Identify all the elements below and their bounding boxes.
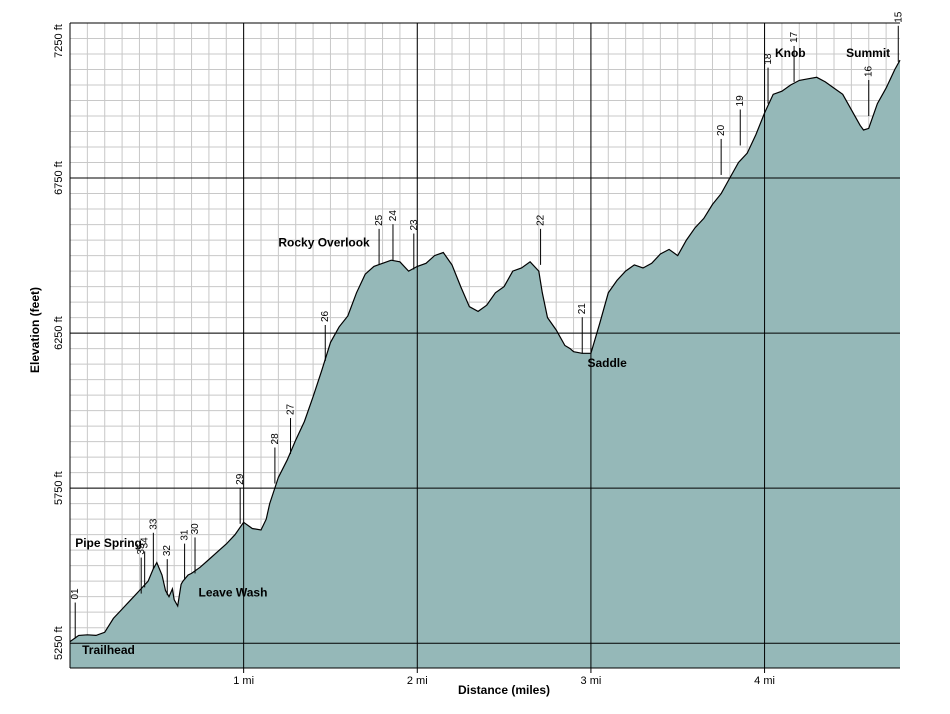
x-tick-label: 1 mi <box>233 675 254 687</box>
waypoint-label: 29 <box>235 473 246 485</box>
waypoint-label: 17 <box>789 31 800 43</box>
x-tick-label: 3 mi <box>581 675 602 687</box>
elevation-area <box>69 59 901 668</box>
x-tick-label: 2 mi <box>407 675 428 687</box>
waypoint-label: 34 <box>140 537 151 549</box>
y-tick-label: 5250 ft <box>53 626 65 660</box>
waypoint-marker: 16 <box>864 65 875 117</box>
place-label: Pipe Spring <box>75 536 142 550</box>
elevation-line <box>69 59 901 643</box>
waypoint-marker: 01 <box>70 588 81 639</box>
waypoint-marker: 21 <box>577 303 588 354</box>
y-tick-label: 6750 ft <box>53 161 65 195</box>
waypoint-marker: 25 <box>374 214 385 265</box>
y-axis-ticks: 5250 ft 5750 ft 6250 ft 6750 ft 7250 ft <box>53 24 65 660</box>
waypoint-marker: 15 <box>893 11 904 62</box>
waypoint-label: 01 <box>70 588 81 600</box>
place-label: Leave Wash <box>198 586 267 600</box>
waypoint-marker: 18 <box>763 53 774 104</box>
waypoint-marker: 19 <box>735 95 746 146</box>
place-label: Trailhead <box>82 643 135 657</box>
waypoint-label: 31 <box>180 529 191 541</box>
y-tick-label: 5750 ft <box>53 471 65 505</box>
waypoint-label: 19 <box>735 95 746 107</box>
waypoint-marker: 27 <box>286 403 297 455</box>
waypoint-label: 35 <box>136 543 147 555</box>
waypoint-marker: 34 <box>140 537 151 588</box>
place-label: Rocky Overlook <box>278 235 370 249</box>
waypoint-marker: 33 <box>148 518 159 569</box>
x-axis-title: Distance (miles) <box>458 683 550 697</box>
y-axis-title: Elevation (feet) <box>28 287 42 373</box>
waypoint-marker: 32 <box>162 545 173 596</box>
waypoint-marker: 17 <box>789 31 800 82</box>
waypoint-label: 15 <box>893 11 904 23</box>
place-label: Saddle <box>587 356 627 370</box>
waypoint-label: 30 <box>190 523 201 535</box>
waypoint-label: 22 <box>536 214 547 226</box>
y-tick-label: 6250 ft <box>53 316 65 350</box>
waypoint-marker: 29 <box>235 473 246 524</box>
waypoint-marker: 35 <box>136 543 147 594</box>
x-tick-label: 4 mi <box>754 675 775 687</box>
waypoint-label: 20 <box>716 124 727 136</box>
y-tick-label: 7250 ft <box>53 24 65 58</box>
waypoint-label: 23 <box>409 219 420 231</box>
waypoint-label: 33 <box>148 518 159 530</box>
elevation-fill <box>70 60 900 668</box>
waypoint-label: 16 <box>864 65 875 77</box>
waypoint-label: 21 <box>577 303 588 315</box>
waypoint-marker: 26 <box>320 310 331 362</box>
waypoint-label: 18 <box>763 53 774 65</box>
waypoint-marker: 22 <box>536 214 547 265</box>
waypoint-label: 28 <box>270 433 281 445</box>
waypoint-label: 24 <box>388 210 399 222</box>
waypoint-marker: 20 <box>716 124 727 175</box>
waypoint-marker: 24 <box>388 210 399 261</box>
plot-frame <box>69 23 900 669</box>
waypoint-label: 26 <box>320 310 331 322</box>
waypoint-marker: 23 <box>409 219 420 270</box>
major-grid <box>70 22 900 668</box>
waypoint-marker: 30 <box>190 523 201 574</box>
place-label: Knob <box>775 46 806 60</box>
place-label: Summit <box>846 46 890 60</box>
waypoint-label: 32 <box>162 545 173 557</box>
waypoint-label: 27 <box>286 403 297 415</box>
x-axis-ticks: 1 mi 2 mi 3 mi 4 mi <box>233 668 775 687</box>
waypoint-marker: 28 <box>270 433 281 484</box>
waypoint-label: 25 <box>374 214 385 226</box>
waypoint-marker: 31 <box>180 529 191 580</box>
